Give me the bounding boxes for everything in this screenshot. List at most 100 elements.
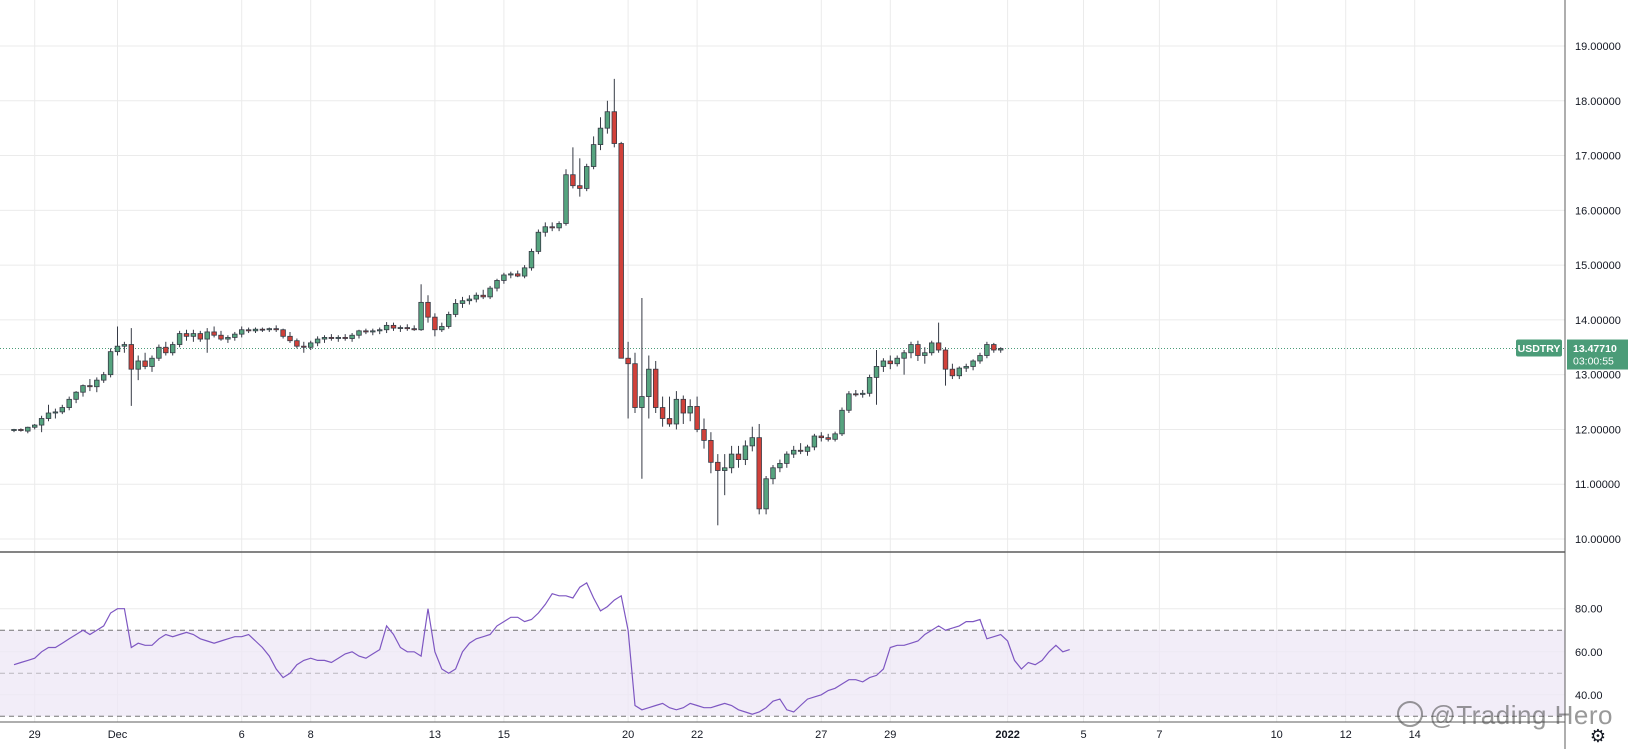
time-axis[interactable]: 29 Dec 6 8 13 15 20 22 27 29 2022 5 7 10 12 14 [29, 729, 1421, 741]
candle-body [508, 273, 514, 276]
candle [307, 340, 314, 351]
time-tick-label: 22 [691, 729, 703, 741]
candle-body [673, 398, 680, 425]
candle [245, 327, 252, 334]
candle-body [894, 357, 900, 365]
candle-body [73, 391, 79, 400]
candle-body [998, 348, 1004, 351]
candle [687, 399, 693, 422]
candle-body [749, 437, 755, 447]
rsi-band [0, 629, 1565, 717]
candle-body [549, 226, 555, 229]
candle [273, 325, 279, 332]
candle [784, 451, 790, 468]
candle-body [935, 342, 942, 351]
candle [266, 327, 272, 332]
candle-body [432, 316, 438, 331]
candle [618, 141, 624, 359]
candle [515, 270, 521, 278]
candle [328, 334, 335, 341]
time-tick-label: 29 [884, 729, 896, 741]
candle-body [25, 426, 31, 432]
candle [356, 329, 362, 339]
candle [169, 341, 176, 356]
rsi-tick-label: 40.00 [1575, 690, 1603, 702]
candle-body [977, 355, 983, 362]
candle [908, 341, 914, 359]
candle [797, 443, 804, 455]
candle [349, 333, 355, 342]
candle [839, 407, 845, 437]
rsi-series[interactable] [13, 582, 1070, 715]
candle-body [197, 333, 203, 340]
symbol-tag: USDTRY [1516, 339, 1562, 357]
candle-body [597, 127, 604, 146]
candle [639, 297, 645, 479]
last-price-tag-bg [1567, 339, 1628, 370]
candle [314, 336, 321, 347]
candle [722, 454, 728, 496]
candle-body [639, 396, 645, 408]
candle [763, 476, 769, 515]
candle [238, 326, 245, 338]
candle [611, 78, 617, 148]
candle [728, 445, 735, 474]
candle-body [301, 345, 307, 348]
candle [949, 363, 956, 380]
candle [390, 322, 397, 331]
candle-body [984, 344, 990, 356]
candle [811, 433, 818, 451]
candle [218, 330, 224, 341]
candle-body [121, 344, 128, 347]
candle [445, 311, 452, 329]
candle [211, 326, 217, 338]
candle-body [804, 446, 811, 452]
price-tick-label: 10.00000 [1575, 534, 1621, 546]
candle [252, 327, 259, 334]
candle [459, 296, 466, 308]
candle [204, 328, 210, 353]
candle [25, 426, 31, 434]
candle [197, 330, 203, 342]
candle [832, 431, 838, 442]
time-tick-label: 5 [1080, 729, 1086, 741]
candle [749, 426, 755, 452]
candlestick-series[interactable] [11, 78, 1004, 526]
price-axis[interactable]: 19.00000 18.00000 17.00000 16.00000 15.00000… [1575, 41, 1621, 546]
price-tick-label: 15.00000 [1575, 260, 1621, 272]
candle [625, 341, 631, 419]
candle-body [694, 406, 700, 430]
candle [673, 391, 680, 430]
candle [370, 328, 376, 336]
candle-body [376, 329, 383, 332]
candle-body [252, 328, 259, 332]
candle-body [625, 357, 631, 365]
candle [942, 347, 949, 386]
candle [156, 344, 162, 361]
candle [404, 324, 410, 331]
candle-body [515, 273, 521, 277]
candle [777, 459, 783, 473]
time-tick-label: 12 [1340, 729, 1352, 741]
candle [508, 271, 514, 279]
rsi-axis[interactable]: 80.00 60.00 40.00 [1575, 604, 1603, 702]
candle [32, 423, 38, 430]
candle-body [480, 294, 486, 298]
candle-body [225, 337, 231, 340]
candle-body [459, 300, 466, 304]
candle [556, 221, 562, 232]
candle-body [356, 330, 362, 336]
candle-body [211, 331, 217, 336]
candle [804, 444, 811, 456]
candle [853, 390, 859, 397]
settings-gear-icon[interactable]: ⚙ [1589, 726, 1607, 746]
candle-body [956, 367, 962, 377]
time-tick-label: 10 [1271, 729, 1283, 741]
candle [135, 355, 141, 381]
candle [653, 360, 659, 414]
candle [873, 350, 880, 405]
candle-body [763, 478, 769, 510]
candle [342, 334, 348, 341]
